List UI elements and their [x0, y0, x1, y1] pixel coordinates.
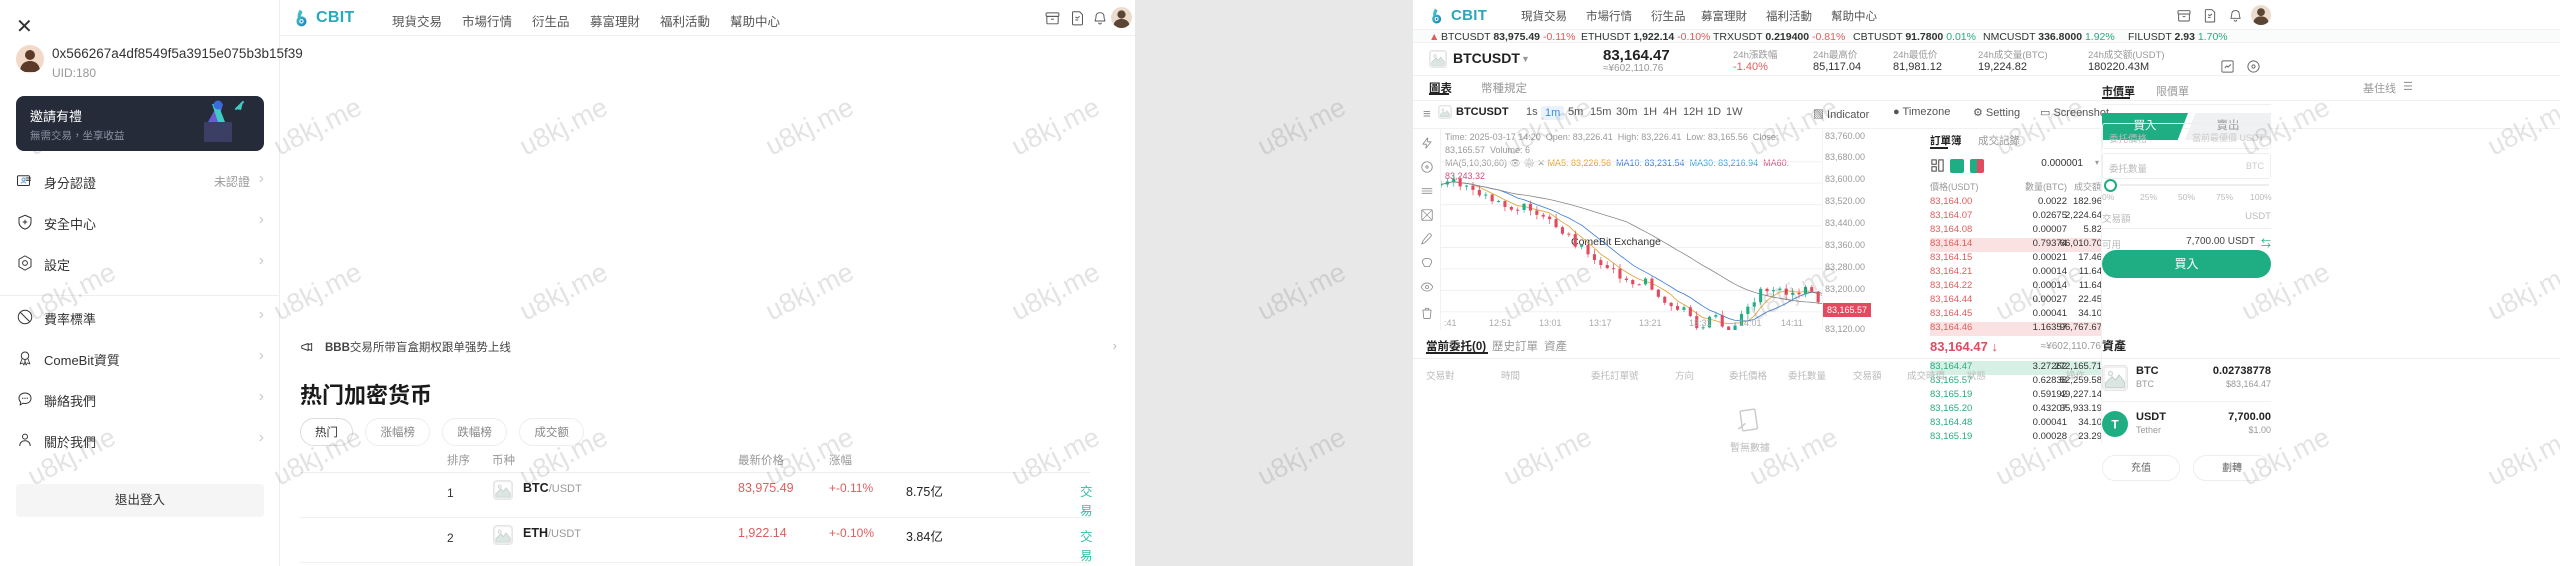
svg-text:T: T	[2111, 417, 2119, 431]
